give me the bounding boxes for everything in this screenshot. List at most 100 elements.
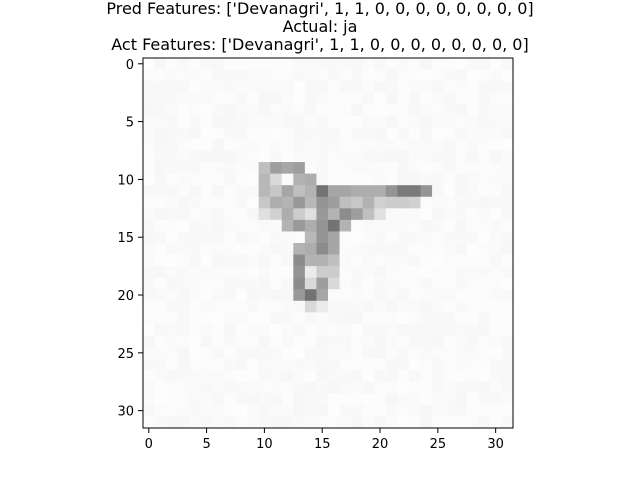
- heatmap-cell: [397, 416, 410, 429]
- heatmap-cell: [455, 81, 468, 94]
- heatmap-cell: [200, 173, 213, 186]
- heatmap-cell: [223, 323, 236, 336]
- x-tick-label: 10: [256, 437, 273, 452]
- heatmap-cell: [293, 173, 306, 186]
- heatmap-cell: [385, 277, 398, 290]
- heatmap-cell: [374, 104, 387, 117]
- heatmap-cell: [478, 81, 491, 94]
- heatmap-cell: [247, 381, 260, 394]
- heatmap-cell: [385, 312, 398, 325]
- heatmap-cell: [293, 347, 306, 360]
- heatmap-cell: [223, 393, 236, 406]
- heatmap-cell: [154, 115, 167, 128]
- heatmap-cell: [247, 231, 260, 244]
- heatmap-cell: [478, 185, 491, 198]
- heatmap-cell: [328, 150, 340, 163]
- heatmap-cell: [328, 115, 340, 128]
- heatmap-cell: [408, 266, 421, 279]
- heatmap-cell: [200, 208, 213, 221]
- heatmap-cell: [455, 393, 468, 406]
- heatmap-cell: [328, 138, 340, 151]
- heatmap-cell: [200, 416, 213, 429]
- heatmap-cell: [443, 162, 456, 175]
- heatmap-cell: [443, 196, 456, 209]
- heatmap-cell: [478, 289, 491, 302]
- heatmap-cell: [466, 254, 479, 267]
- heatmap-cell: [143, 104, 155, 117]
- heatmap-cell: [385, 208, 398, 221]
- heatmap-cell: [270, 58, 283, 70]
- heatmap-cell: [478, 92, 491, 105]
- heatmap-cell: [374, 208, 387, 221]
- x-axis: 0 5 10 15 20 25 30: [145, 428, 504, 452]
- heatmap-cell: [455, 347, 468, 360]
- heatmap-cell: [166, 173, 179, 186]
- heatmap-cell: [408, 370, 421, 383]
- heatmap-cell: [408, 381, 421, 394]
- heatmap-cell: [235, 92, 248, 105]
- heatmap-cell: [374, 277, 387, 290]
- heatmap-cell: [316, 266, 329, 279]
- heatmap-cell: [316, 196, 329, 209]
- heatmap-cell: [235, 243, 248, 255]
- heatmap-cell: [270, 404, 283, 417]
- heatmap-cell: [281, 358, 294, 371]
- heatmap-cell: [443, 358, 456, 371]
- heatmap-cell: [316, 277, 329, 290]
- heatmap-cell: [293, 312, 306, 325]
- heatmap-cell: [408, 254, 421, 267]
- heatmap-cell: [489, 243, 502, 255]
- heatmap-cell: [247, 104, 260, 117]
- heatmap-cell: [397, 277, 410, 290]
- heatmap-cell: [258, 266, 271, 279]
- heatmap-cell: [408, 243, 421, 255]
- heatmap-cell: [489, 162, 502, 175]
- heatmap-cell: [281, 196, 294, 209]
- heatmap-cell: [235, 404, 248, 417]
- heatmap-cell: [200, 127, 213, 140]
- heatmap-cell: [200, 150, 213, 163]
- heatmap-cell: [385, 138, 398, 151]
- heatmap-cell: [270, 69, 283, 82]
- heatmap-cell: [293, 81, 306, 94]
- heatmap-cell: [270, 266, 283, 279]
- heatmap-cell: [397, 243, 410, 255]
- heatmap-cell: [189, 69, 202, 82]
- heatmap-cell: [258, 254, 271, 267]
- heatmap-cell: [408, 162, 421, 175]
- heatmap-cell: [501, 150, 514, 163]
- heatmap-cell: [189, 393, 202, 406]
- heatmap-cell: [339, 254, 352, 267]
- heatmap-cell: [489, 358, 502, 371]
- heatmap-cell: [443, 254, 456, 267]
- heatmap-cell: [177, 219, 190, 232]
- heatmap-cell: [200, 381, 213, 394]
- heatmap-cell: [189, 208, 202, 221]
- heatmap-cell: [143, 196, 155, 209]
- heatmap-cell: [154, 162, 167, 175]
- heatmap-cell: [304, 416, 317, 429]
- heatmap-cell: [304, 173, 317, 186]
- heatmap-cell: [143, 185, 155, 198]
- heatmap-cell: [235, 150, 248, 163]
- heatmap-cell: [247, 266, 260, 279]
- heatmap-cell: [189, 127, 202, 140]
- heatmap-cell: [478, 219, 491, 232]
- heatmap-cell: [339, 104, 352, 117]
- heatmap-cell: [455, 277, 468, 290]
- heatmap-cell: [212, 185, 225, 198]
- heatmap-cell: [293, 92, 306, 105]
- heatmap-cell: [177, 231, 190, 244]
- heatmap-cell: [432, 231, 445, 244]
- heatmap-cell: [304, 312, 317, 325]
- heatmap-cell: [189, 312, 202, 325]
- heatmap-cell: [212, 254, 225, 267]
- heatmap-cell: [223, 58, 236, 70]
- heatmap-cell: [235, 300, 248, 313]
- heatmap-cell: [200, 185, 213, 198]
- heatmap-cell: [374, 231, 387, 244]
- heatmap-cell: [304, 150, 317, 163]
- heatmap-cell: [328, 266, 340, 279]
- heatmap-cell: [154, 185, 167, 198]
- heatmap-cell: [270, 81, 283, 94]
